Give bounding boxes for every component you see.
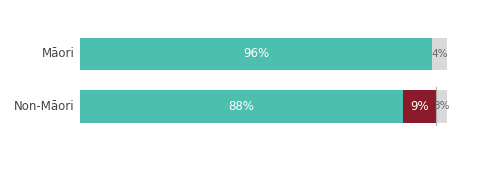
Text: Non-Māori: Non-Māori: [13, 100, 74, 113]
Text: Māori: Māori: [41, 47, 74, 60]
Text: 96%: 96%: [243, 47, 269, 60]
Text: 4%: 4%: [431, 49, 448, 59]
Bar: [80, 38, 432, 70]
Bar: [80, 90, 403, 123]
Text: 9%: 9%: [410, 100, 429, 113]
Bar: [403, 90, 436, 123]
Text: 88%: 88%: [229, 100, 254, 113]
Bar: [432, 38, 447, 70]
Text: 3%: 3%: [433, 101, 450, 111]
Bar: [436, 90, 447, 123]
